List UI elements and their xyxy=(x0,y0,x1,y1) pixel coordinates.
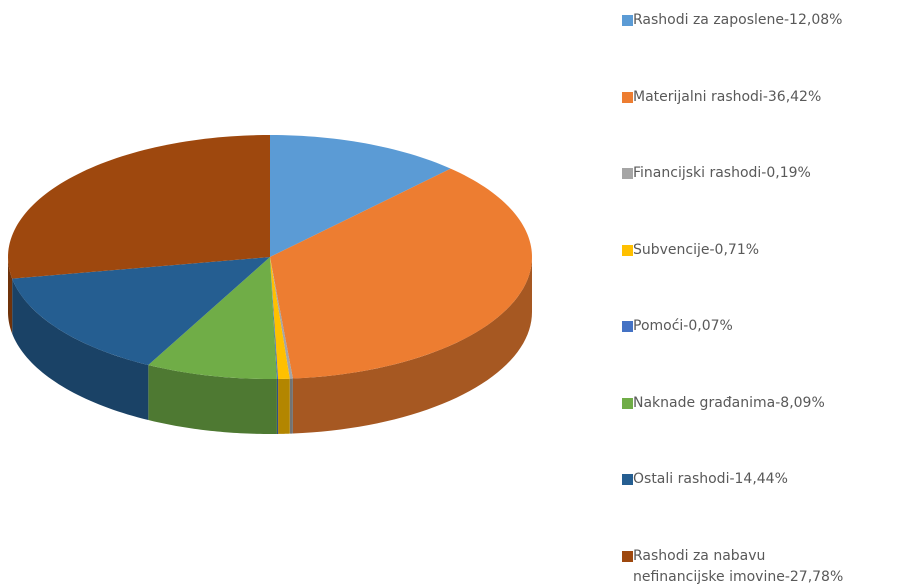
legend-swatch xyxy=(622,321,633,332)
pie-slice-side xyxy=(148,365,277,434)
pie-slice-side xyxy=(289,378,293,434)
legend-swatch xyxy=(622,397,633,409)
pie-slice xyxy=(270,257,293,379)
pie-slice-side xyxy=(278,378,290,434)
legend-label: Rashodi za nabavu nefinancijske imovine-… xyxy=(633,547,844,585)
legend-item: Rashodi za zaposlene-12,08% xyxy=(622,10,842,31)
legend-item: Ostali rashodi-14,44% xyxy=(622,469,788,490)
legend-swatch xyxy=(622,474,633,485)
legend-item: Rashodi za nabavu nefinancijske imovine-… xyxy=(622,546,843,587)
legend-label: Pomoći-0,07% xyxy=(633,318,733,334)
pie-slice xyxy=(270,135,451,257)
legend-label: Financijski rashodi-0,19% xyxy=(633,165,811,181)
pie-slice-side xyxy=(276,378,279,434)
legend-item: Materijalni rashodi-36,42% xyxy=(622,87,821,108)
pie-slice-side xyxy=(8,257,13,334)
pie-slice xyxy=(270,257,290,379)
legend-item: Subvencije-0,71% xyxy=(622,240,759,261)
legend-label: Subvencije-0,71% xyxy=(633,241,760,258)
legend-item: Naknade građanima-8,09% xyxy=(622,393,825,414)
pie-slice xyxy=(270,168,532,379)
pie-slice xyxy=(270,257,279,379)
pie-slice xyxy=(148,257,277,379)
legend-swatch xyxy=(622,15,633,26)
pie-slice xyxy=(8,135,270,279)
legend-swatch xyxy=(622,244,633,256)
legend-item: Financijski rashodi-0,19% xyxy=(622,163,811,184)
legend-label: Rashodi za zaposlene-12,08% xyxy=(633,12,843,28)
legend-label: Naknade građanima-8,09% xyxy=(633,394,825,411)
pie-slice xyxy=(12,257,270,366)
pie-slice-side xyxy=(12,278,149,421)
pie-slice-side xyxy=(292,257,532,434)
legend-swatch xyxy=(622,91,633,103)
legend-item: Pomoći-0,07% xyxy=(622,316,733,337)
legend-swatch xyxy=(622,168,633,179)
legend-swatch xyxy=(622,550,633,562)
legend-label: Materijalni rashodi-36,42% xyxy=(633,88,822,105)
legend-label: Ostali rashodi-14,44% xyxy=(633,471,788,487)
